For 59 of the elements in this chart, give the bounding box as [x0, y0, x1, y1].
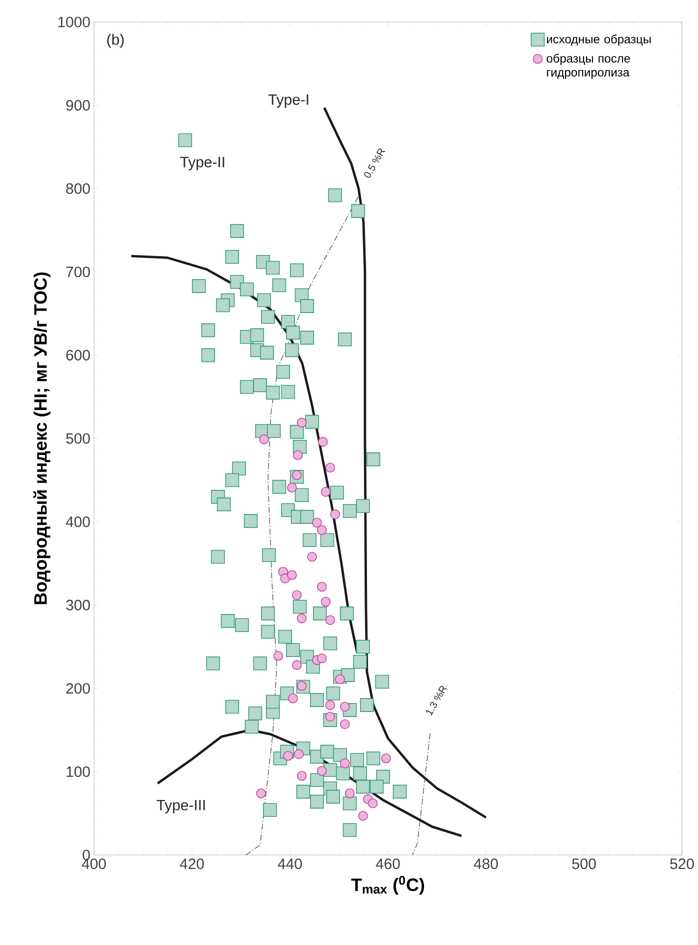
- line-series: [323, 106, 488, 819]
- point: [325, 462, 336, 473]
- point: [325, 700, 336, 710]
- x-tick-label: 460: [376, 858, 400, 870]
- point: [344, 788, 355, 798]
- point: [292, 590, 302, 600]
- y-tick-label: 900: [66, 100, 90, 111]
- point: [312, 518, 322, 528]
- x-tick-label: 420: [180, 858, 204, 870]
- x-axis-title: T$_{max}$ ($^{0}$C): [351, 876, 424, 895]
- point: [368, 798, 378, 808]
- point: [287, 570, 297, 580]
- x-tick-label: 400: [82, 858, 106, 870]
- y-tick-label: 100: [66, 766, 90, 777]
- point: [381, 753, 392, 764]
- point: [317, 654, 327, 664]
- point: [358, 810, 368, 821]
- x-tick-label: 520: [670, 858, 694, 870]
- x-tick-label: 440: [278, 858, 302, 870]
- point: [292, 660, 302, 670]
- point: [296, 770, 307, 781]
- point: [340, 758, 350, 768]
- annotation: Type-II: [180, 156, 224, 170]
- annotation: (b): [107, 34, 124, 48]
- point: [273, 651, 284, 661]
- annotation: Type-III: [156, 800, 205, 814]
- point: [325, 615, 336, 625]
- annotation: 1.3 %R: [426, 686, 448, 716]
- point: [296, 680, 307, 691]
- legend-label: образцы после гидропиролиза: [546, 54, 630, 79]
- x-tick-label: 500: [572, 858, 596, 870]
- x-tick-label: 480: [474, 858, 498, 870]
- point: [307, 552, 318, 562]
- point: [296, 418, 307, 428]
- line-series: [246, 196, 359, 856]
- y-tick-label: 500: [66, 433, 90, 444]
- point: [318, 436, 328, 447]
- point: [340, 719, 350, 730]
- point: [320, 486, 331, 497]
- point: [256, 788, 266, 798]
- point: [330, 509, 340, 520]
- y-tick-label: 200: [66, 683, 90, 694]
- y-tick-label: 300: [66, 600, 90, 610]
- point: [317, 525, 327, 536]
- y-axis-title: Водородный индекс (HI; мг УВ/г TOC): [33, 272, 50, 604]
- y-tick-label: 400: [66, 516, 90, 528]
- point: [320, 596, 331, 607]
- annotation: 0.5 %R: [364, 148, 386, 178]
- y-tick-label: 1000: [58, 16, 90, 28]
- legend-label: исходные образцы: [547, 34, 651, 46]
- y-tick-label: 700: [66, 266, 90, 278]
- point: [296, 614, 307, 624]
- y-tick-label: 600: [66, 350, 90, 360]
- point: [287, 482, 297, 493]
- point: [317, 582, 327, 592]
- y-tick-label: 0: [82, 850, 90, 860]
- point: [292, 470, 302, 480]
- annotation: Type-I: [268, 94, 308, 108]
- y-tick-label: 800: [66, 183, 90, 194]
